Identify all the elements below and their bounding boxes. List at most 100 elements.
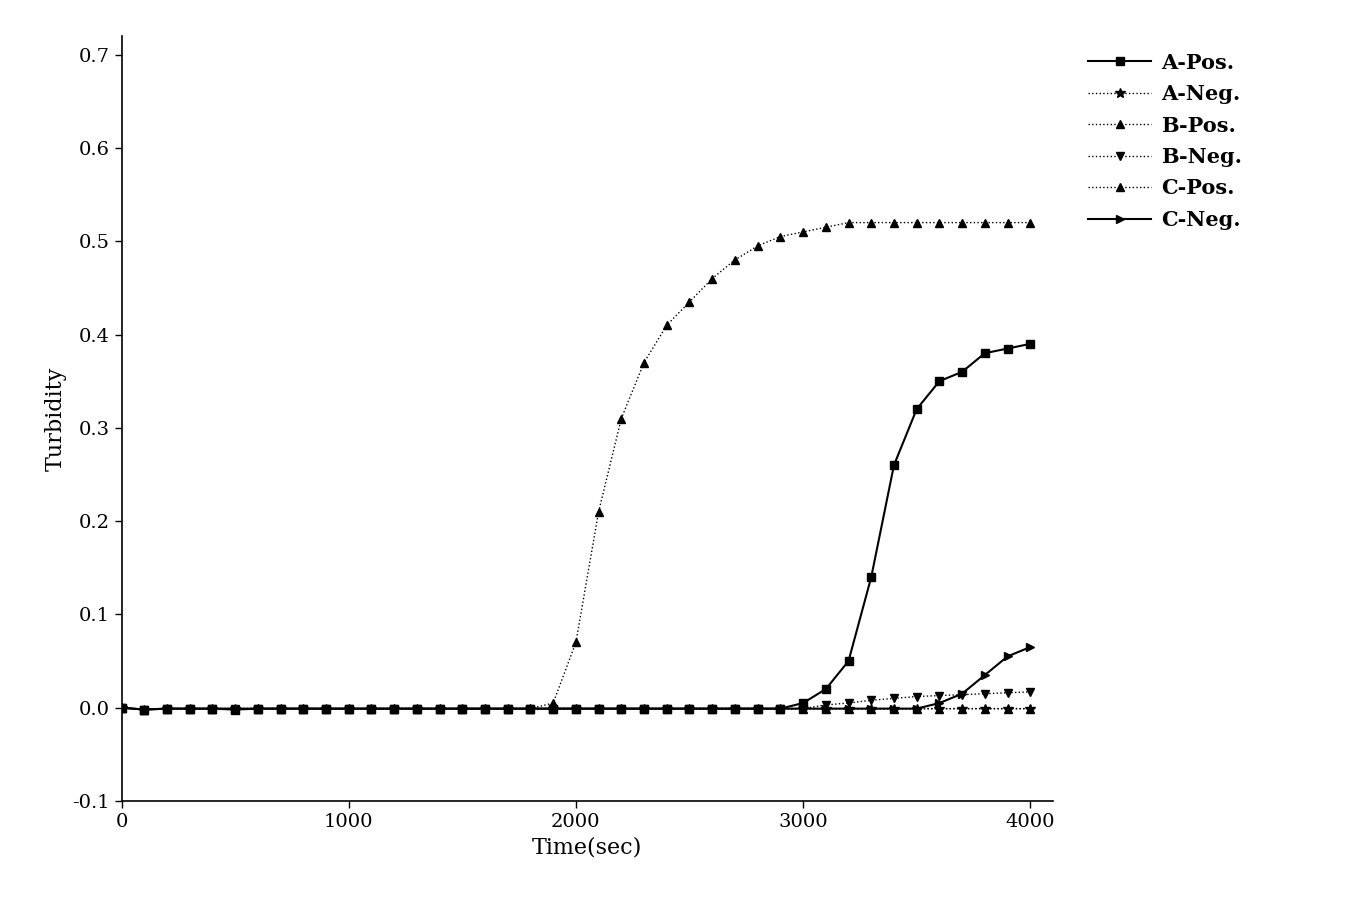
B-Pos.	[454, 703, 470, 714]
A-Pos.	[363, 703, 379, 714]
C-Neg.	[296, 703, 312, 714]
C-Pos.	[705, 274, 721, 284]
C-Neg.	[273, 703, 289, 714]
B-Pos.	[273, 703, 289, 714]
B-Neg.	[181, 703, 197, 714]
C-Neg.	[522, 703, 539, 714]
A-Neg.	[841, 703, 857, 714]
B-Neg.	[863, 695, 879, 706]
A-Neg.	[386, 703, 402, 714]
C-Neg.	[227, 703, 243, 714]
B-Neg.	[977, 688, 994, 699]
A-Pos.	[726, 703, 743, 714]
C-Neg.	[726, 703, 743, 714]
B-Pos.	[909, 703, 925, 714]
C-Pos.	[659, 320, 675, 330]
A-Neg.	[954, 703, 971, 714]
B-Pos.	[227, 703, 243, 714]
C-Pos.	[432, 703, 448, 714]
A-Pos.	[317, 703, 333, 714]
C-Pos.	[1022, 217, 1038, 228]
B-Neg.	[886, 693, 902, 704]
A-Neg.	[749, 703, 765, 714]
B-Pos.	[296, 703, 312, 714]
C-Pos.	[954, 217, 971, 228]
B-Pos.	[863, 703, 879, 714]
B-Pos.	[545, 703, 562, 714]
B-Neg.	[682, 703, 698, 714]
C-Neg.	[886, 703, 902, 714]
B-Pos.	[522, 703, 539, 714]
C-Pos.	[204, 703, 220, 714]
A-Pos.	[772, 703, 788, 714]
A-Neg.	[886, 703, 902, 714]
B-Pos.	[749, 703, 765, 714]
A-Neg.	[500, 703, 516, 714]
A-Pos.	[659, 703, 675, 714]
A-Pos.	[113, 702, 130, 713]
C-Neg.	[863, 703, 879, 714]
A-Pos.	[841, 656, 857, 667]
A-Neg.	[705, 703, 721, 714]
A-Neg.	[545, 703, 562, 714]
B-Neg.	[227, 703, 243, 714]
C-Neg.	[340, 703, 356, 714]
B-Pos.	[181, 703, 197, 714]
C-Pos.	[999, 217, 1015, 228]
C-Pos.	[545, 698, 562, 708]
C-Pos.	[590, 507, 606, 517]
A-Neg.	[568, 703, 585, 714]
A-Neg.	[136, 704, 153, 715]
B-Neg.	[795, 703, 811, 714]
A-Neg.	[181, 703, 197, 714]
B-Neg.	[772, 703, 788, 714]
A-Pos.	[749, 703, 765, 714]
A-Pos.	[545, 703, 562, 714]
B-Pos.	[999, 703, 1015, 714]
C-Pos.	[977, 217, 994, 228]
A-Neg.	[863, 703, 879, 714]
C-Pos.	[841, 217, 857, 228]
B-Neg.	[363, 703, 379, 714]
A-Pos.	[705, 703, 721, 714]
C-Neg.	[749, 703, 765, 714]
A-Pos.	[613, 703, 629, 714]
Legend: A-Pos., A-Neg., B-Pos., B-Neg., C-Pos., C-Neg.: A-Pos., A-Neg., B-Pos., B-Neg., C-Pos., …	[1083, 47, 1249, 236]
A-Pos.	[999, 343, 1015, 354]
B-Neg.	[659, 703, 675, 714]
C-Neg.	[545, 703, 562, 714]
B-Pos.	[636, 703, 652, 714]
C-Pos.	[726, 255, 743, 266]
C-Neg.	[317, 703, 333, 714]
A-Neg.	[273, 703, 289, 714]
A-Pos.	[340, 703, 356, 714]
C-Pos.	[772, 231, 788, 242]
C-Neg.	[841, 703, 857, 714]
A-Neg.	[409, 703, 425, 714]
B-Neg.	[636, 703, 652, 714]
B-Pos.	[705, 703, 721, 714]
B-Pos.	[659, 703, 675, 714]
B-Pos.	[317, 703, 333, 714]
B-Neg.	[477, 703, 493, 714]
C-Neg.	[705, 703, 721, 714]
B-Neg.	[749, 703, 765, 714]
C-Neg.	[363, 703, 379, 714]
B-Neg.	[432, 703, 448, 714]
B-Neg.	[818, 699, 834, 710]
B-Pos.	[409, 703, 425, 714]
B-Neg.	[1022, 687, 1038, 698]
A-Pos.	[250, 703, 266, 714]
C-Neg.	[477, 703, 493, 714]
Line: A-Neg.: A-Neg.	[116, 703, 1035, 715]
C-Neg.	[818, 703, 834, 714]
C-Pos.	[522, 703, 539, 714]
B-Neg.	[113, 702, 130, 713]
C-Pos.	[181, 703, 197, 714]
A-Pos.	[954, 366, 971, 377]
B-Pos.	[795, 703, 811, 714]
C-Pos.	[227, 703, 243, 714]
B-Neg.	[590, 703, 606, 714]
A-Neg.	[317, 703, 333, 714]
C-Pos.	[818, 221, 834, 232]
